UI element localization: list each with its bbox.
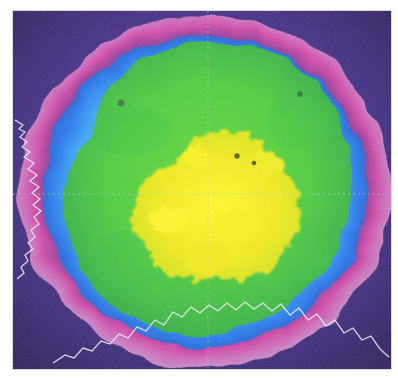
beam-profile-svg	[13, 11, 391, 369]
beam-profile-image	[12, 10, 392, 370]
speckle-overlay	[13, 11, 391, 369]
